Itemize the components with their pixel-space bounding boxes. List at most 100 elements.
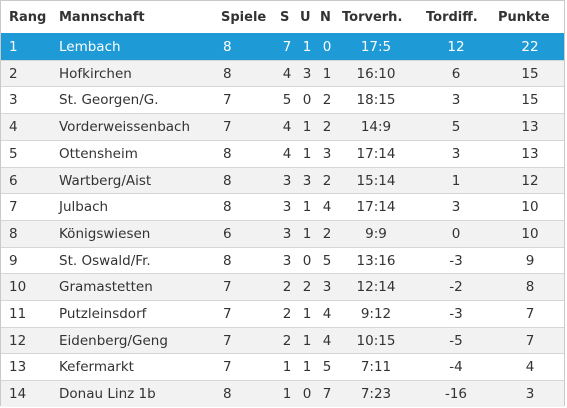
table-row[interactable]: 7 Julbach 8 3 1 4 17:14 3 10 [1,193,564,220]
cell-siege: 3 [282,253,292,269]
cell-niederlagen: 3 [322,279,332,295]
table-row[interactable]: 11 Putzleinsdorf 7 2 1 4 9:12 -3 7 [1,300,564,327]
cell-spiele: 7 [223,279,232,295]
cell-punkte: 9 [525,253,535,269]
cell-unentschieden: 3 [302,173,312,189]
cell-tordiff: -4 [449,359,463,375]
cell-team: Donau Linz 1b [59,386,156,402]
cell-niederlagen: 7 [322,386,332,402]
cell-unentschieden: 1 [302,226,312,242]
cell-torverh: 7:11 [360,359,392,375]
cell-siege: 2 [282,306,292,322]
table-row[interactable]: 9 St. Oswald/Fr. 8 3 0 5 13:16 -3 9 [1,247,564,274]
cell-rang: 11 [9,306,27,322]
table-row[interactable]: 13 Kefermarkt 7 1 1 5 7:11 -4 4 [1,353,564,380]
cell-rang: 1 [9,39,18,55]
cell-tordiff: 3 [451,92,461,108]
header-rang: Rang [9,10,47,25]
cell-unentschieden: 1 [302,359,312,375]
cell-punkte: 15 [521,66,539,82]
cell-niederlagen: 5 [322,253,332,269]
cell-unentschieden: 1 [302,119,312,135]
table-row[interactable]: 10 Gramastetten 7 2 2 3 12:14 -2 8 [1,273,564,300]
cell-spiele: 7 [223,119,232,135]
cell-tordiff: -3 [449,306,463,322]
cell-team: St. Oswald/Fr. [59,253,151,269]
cell-tordiff: 6 [451,66,461,82]
cell-unentschieden: 1 [302,333,312,349]
cell-rang: 9 [9,253,18,269]
cell-siege: 3 [282,226,292,242]
cell-rang: 5 [9,146,18,162]
table-row[interactable]: 14 Donau Linz 1b 8 1 0 7 7:23 -16 3 [1,380,564,407]
cell-punkte: 4 [525,359,535,375]
cell-tordiff: -5 [449,333,463,349]
header-s: S [280,10,290,25]
cell-spiele: 7 [223,333,232,349]
header-spiele: Spiele [221,10,267,25]
table-row[interactable]: 4 Vorderweissenbach 7 4 1 2 14:9 5 13 [1,113,564,140]
cell-spiele: 8 [223,253,232,269]
cell-torverh: 14:9 [360,119,392,135]
cell-spiele: 8 [223,146,232,162]
cell-torverh: 16:10 [356,66,396,82]
table-header: Rang Mannschaft Spiele S U N Torverh. To… [1,1,564,33]
cell-punkte: 22 [521,39,539,55]
table-row[interactable]: 12 Eidenberg/Geng 7 2 1 4 10:15 -5 7 [1,327,564,354]
cell-unentschieden: 1 [302,199,312,215]
cell-niederlagen: 0 [322,39,332,55]
cell-spiele: 8 [223,199,232,215]
table-row[interactable]: 8 Königswiesen 6 3 1 2 9:9 0 10 [1,220,564,247]
cell-rang: 7 [9,199,18,215]
cell-unentschieden: 0 [302,253,312,269]
cell-punkte: 7 [525,333,535,349]
cell-team: Hofkirchen [59,66,132,82]
cell-tordiff: -3 [449,253,463,269]
cell-unentschieden: 0 [302,92,312,108]
cell-rang: 8 [9,226,18,242]
cell-punkte: 3 [525,386,535,402]
cell-unentschieden: 0 [302,386,312,402]
cell-rang: 13 [9,359,27,375]
cell-torverh: 13:16 [356,253,396,269]
cell-unentschieden: 3 [302,66,312,82]
cell-team: Ottensheim [59,146,138,162]
cell-torverh: 17:5 [360,39,392,55]
cell-torverh: 9:9 [365,226,387,242]
header-torverh: Torverh. [342,10,403,25]
cell-tordiff: 12 [447,39,465,55]
cell-spiele: 8 [223,66,232,82]
cell-tordiff: 3 [451,146,461,162]
cell-team: Kefermarkt [59,359,134,375]
cell-torverh: 15:14 [356,173,396,189]
cell-siege: 3 [282,199,292,215]
cell-spiele: 6 [223,226,232,242]
cell-siege: 4 [282,146,292,162]
cell-siege: 3 [282,173,292,189]
table-row[interactable]: 2 Hofkirchen 8 4 3 1 16:10 6 15 [1,60,564,87]
cell-niederlagen: 2 [322,173,332,189]
cell-punkte: 13 [521,119,539,135]
table-row[interactable]: 3 St. Georgen/G. 7 5 0 2 18:15 3 15 [1,86,564,113]
cell-rang: 14 [9,386,27,402]
cell-siege: 4 [282,119,292,135]
cell-spiele: 8 [223,173,232,189]
cell-siege: 1 [282,386,292,402]
cell-spiele: 8 [223,39,232,55]
cell-punkte: 15 [521,92,539,108]
cell-siege: 4 [282,66,292,82]
cell-punkte: 13 [521,146,539,162]
table-row[interactable]: 6 Wartberg/Aist 8 3 3 2 15:14 1 12 [1,167,564,194]
cell-siege: 2 [282,279,292,295]
cell-siege: 7 [282,39,292,55]
table-row[interactable]: 1 Lembach 8 7 1 0 17:5 12 22 [1,33,564,60]
cell-tordiff: -16 [444,386,468,402]
cell-tordiff: 5 [451,119,461,135]
cell-niederlagen: 2 [322,92,332,108]
cell-rang: 3 [9,92,18,108]
table-row[interactable]: 5 Ottensheim 8 4 1 3 17:14 3 13 [1,140,564,167]
cell-team: Königswiesen [59,226,151,242]
cell-niederlagen: 2 [322,226,332,242]
cell-rang: 2 [9,66,18,82]
